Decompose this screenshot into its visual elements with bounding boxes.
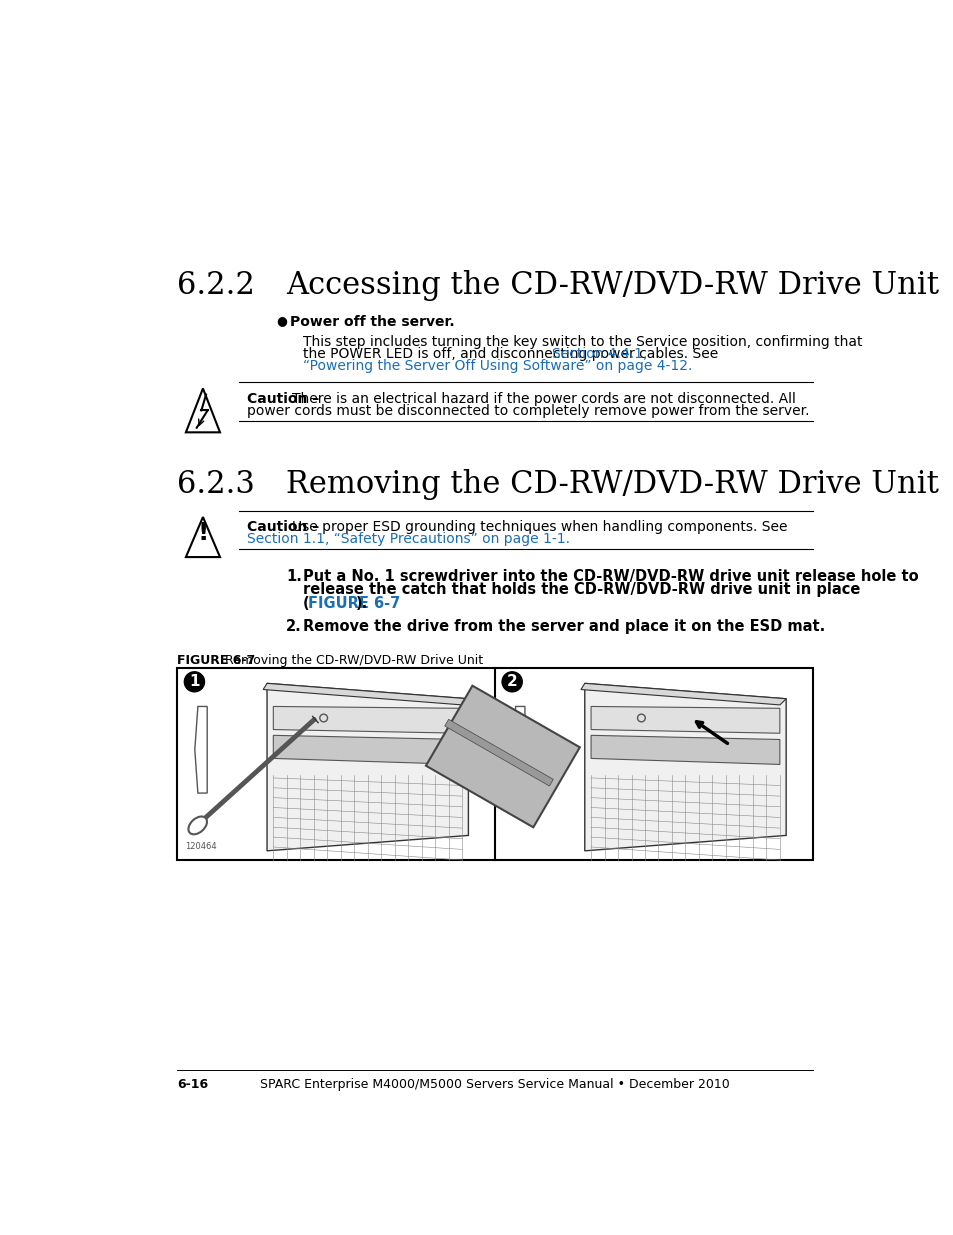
Text: Accessing the CD-RW/DVD-RW Drive Unit: Accessing the CD-RW/DVD-RW Drive Unit — [286, 270, 938, 301]
Text: Caution –: Caution – — [247, 391, 324, 405]
Text: ).: ). — [355, 597, 368, 611]
Text: 2: 2 — [506, 674, 517, 689]
Text: 6-16: 6-16 — [177, 1078, 209, 1091]
Polygon shape — [273, 735, 461, 764]
Text: Put a No. 1 screwdriver into the CD-RW/DVD-RW drive unit release hole to: Put a No. 1 screwdriver into the CD-RW/D… — [303, 568, 918, 584]
Text: 2.: 2. — [286, 620, 301, 635]
Polygon shape — [591, 735, 779, 764]
Text: 1.: 1. — [286, 568, 301, 584]
Text: the POWER LED is off, and disconnecting power cables. See: the POWER LED is off, and disconnecting … — [303, 347, 721, 361]
Text: SPARC Enterprise M4000/M5000 Servers Service Manual • December 2010: SPARC Enterprise M4000/M5000 Servers Ser… — [260, 1078, 729, 1091]
Polygon shape — [263, 683, 468, 705]
Text: Section 4.4.1,: Section 4.4.1, — [552, 347, 647, 361]
Bar — [177, 668, 812, 861]
Text: Power off the server.: Power off the server. — [290, 315, 454, 329]
Text: Caution –: Caution – — [247, 520, 324, 534]
Text: FIGURE 6-7: FIGURE 6-7 — [308, 597, 400, 611]
Polygon shape — [512, 706, 524, 793]
Text: 6.2.2: 6.2.2 — [177, 270, 255, 301]
Polygon shape — [584, 683, 785, 851]
Circle shape — [501, 672, 521, 692]
Text: Use proper ESD grounding techniques when handling components. See: Use proper ESD grounding techniques when… — [292, 520, 787, 534]
Text: 6.2.3: 6.2.3 — [177, 468, 255, 499]
Polygon shape — [580, 683, 785, 705]
Polygon shape — [273, 706, 461, 734]
Polygon shape — [444, 719, 553, 785]
Text: 120464: 120464 — [185, 842, 216, 851]
Text: power cords must be disconnected to completely remove power from the server.: power cords must be disconnected to comp… — [247, 404, 809, 417]
Text: Remove the drive from the server and place it on the ESD mat.: Remove the drive from the server and pla… — [303, 620, 824, 635]
Text: There is an electrical hazard if the power cords are not disconnected. All: There is an electrical hazard if the pow… — [292, 391, 795, 405]
Ellipse shape — [189, 816, 207, 835]
Text: ●: ● — [276, 315, 287, 327]
Text: (: ( — [303, 597, 309, 611]
Text: This step includes turning the key switch to the Service position, confirming th: This step includes turning the key switc… — [303, 335, 862, 348]
Text: Removing the CD-RW/DVD-RW Drive Unit: Removing the CD-RW/DVD-RW Drive Unit — [225, 655, 483, 667]
Text: Section 1.1, “Safety Precautions” on page 1-1.: Section 1.1, “Safety Precautions” on pag… — [247, 532, 570, 546]
Text: 1: 1 — [189, 674, 199, 689]
Circle shape — [184, 672, 204, 692]
Text: “Powering the Server Off Using Software” on page 4-12.: “Powering the Server Off Using Software”… — [303, 359, 692, 373]
Text: !: ! — [197, 521, 209, 545]
Polygon shape — [425, 685, 579, 827]
Text: FIGURE 6-7: FIGURE 6-7 — [177, 655, 255, 667]
Polygon shape — [194, 706, 207, 793]
Polygon shape — [267, 683, 468, 851]
Text: release the catch that holds the CD-RW/DVD-RW drive unit in place: release the catch that holds the CD-RW/D… — [303, 583, 860, 598]
Polygon shape — [591, 706, 779, 734]
Text: Removing the CD-RW/DVD-RW Drive Unit: Removing the CD-RW/DVD-RW Drive Unit — [286, 468, 938, 499]
